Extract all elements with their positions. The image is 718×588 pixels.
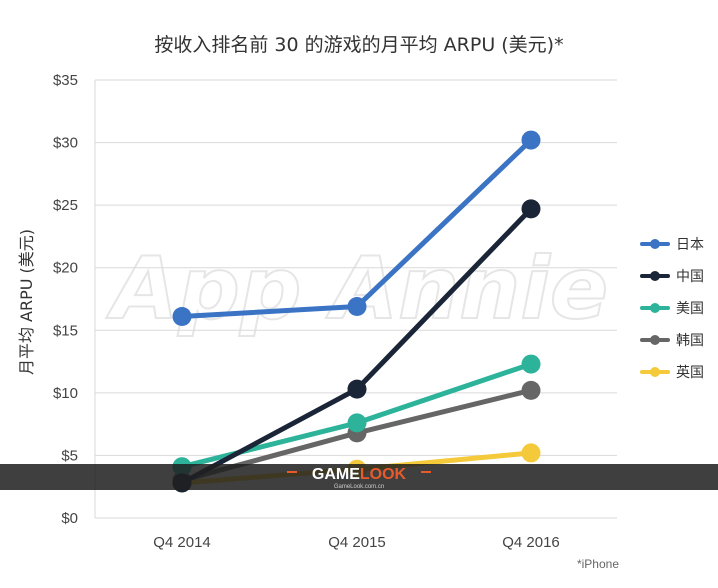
y-tick-label: $5 (61, 447, 78, 464)
y-tick-label: $25 (53, 197, 78, 214)
data-point (347, 297, 367, 317)
y-tick-label: $10 (53, 385, 78, 402)
data-point (521, 199, 541, 219)
x-tick-label: Q4 2016 (502, 534, 560, 551)
x-tick-label: Q4 2014 (153, 534, 211, 551)
y-tick-label: $20 (53, 260, 78, 277)
y-tick-label: $15 (53, 322, 78, 339)
footnote: *iPhone (577, 557, 619, 571)
banner-brand-part1: GAME (312, 466, 360, 483)
banner-brand: GAMELOOK (312, 466, 407, 483)
x-tick-label: Q4 2015 (328, 534, 386, 551)
legend-swatch-dot (650, 367, 660, 377)
legend-label: 美国 (676, 301, 704, 317)
banner-brand-part2: LOOK (360, 466, 407, 483)
y-tick-label: $30 (53, 135, 78, 152)
legend-item: 美国 (640, 301, 704, 317)
legend-item: 韩国 (640, 333, 704, 349)
y-axis-label: 月平均 ARPU (美元) (17, 229, 36, 375)
data-point (521, 130, 541, 150)
legend-label: 英国 (676, 364, 704, 381)
legend-swatch-dot (650, 303, 660, 313)
banner-subtext: GameLook.com.cn (334, 484, 384, 490)
legend-label: 韩国 (676, 333, 704, 349)
data-point (347, 413, 367, 433)
legend-item: 英国 (640, 364, 704, 381)
series-日本 (172, 130, 541, 327)
banner-bar (0, 464, 718, 490)
y-tick-label: $0 (61, 510, 78, 527)
legend-label: 中国 (676, 269, 704, 285)
y-tick-label: $35 (53, 72, 78, 89)
data-point (521, 354, 541, 374)
legend-swatch-dot (650, 239, 660, 249)
y-axis-ticks: $0 $5 $10 $15 $20 $25 $30 $35 (53, 72, 78, 527)
legend-label: 日本 (676, 237, 704, 253)
legend-item: 中国 (640, 269, 704, 285)
x-axis-ticks: Q4 2014 Q4 2015 Q4 2016 (153, 534, 560, 551)
legend-item: 日本 (640, 237, 704, 253)
data-point (521, 443, 541, 463)
grid-lines (94, 79, 617, 519)
data-point (172, 307, 192, 327)
data-point (521, 380, 541, 400)
legend-swatch-dot (650, 335, 660, 345)
data-point (347, 379, 367, 399)
chart-title: 按收入排名前 30 的游戏的月平均 ARPU (美元)* (154, 34, 564, 56)
legend-swatch-dot (650, 271, 660, 281)
